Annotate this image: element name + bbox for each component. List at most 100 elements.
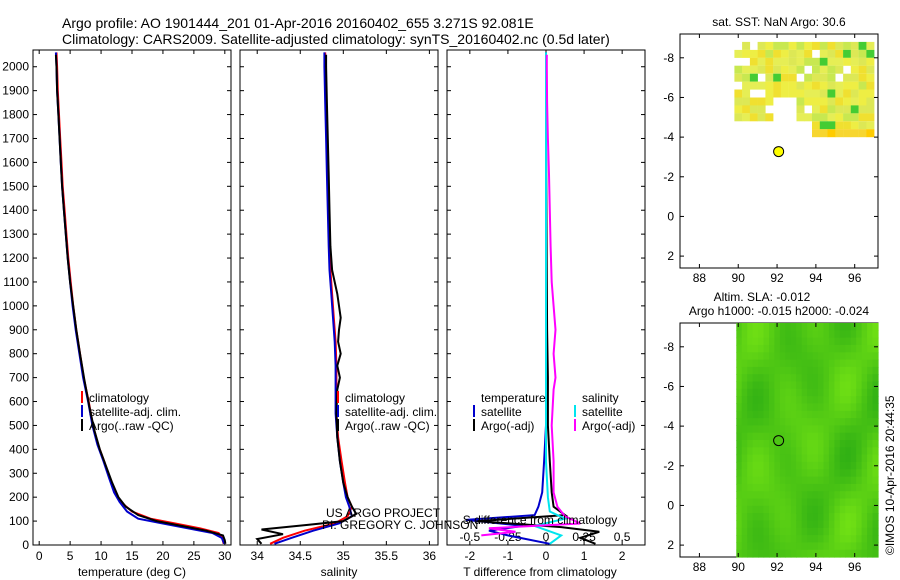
sla-cell — [790, 447, 797, 456]
sla-cell — [872, 520, 879, 529]
sla-cell — [790, 418, 797, 426]
sla-cell — [839, 527, 846, 536]
sla-cell — [845, 330, 852, 339]
sla-cell — [736, 505, 743, 514]
sla-cell — [774, 374, 781, 383]
sst-cell — [773, 73, 782, 82]
sla-cell — [828, 344, 835, 353]
sla-cell — [785, 425, 792, 434]
sla-cell — [872, 403, 879, 412]
sla-cell — [872, 498, 879, 507]
sla-cell — [752, 535, 759, 543]
sla-cell — [790, 527, 797, 536]
sst-cell — [742, 73, 751, 82]
sst-cell — [804, 113, 813, 122]
sla-cell — [758, 498, 765, 507]
sla-cell — [796, 469, 803, 478]
sla-cell — [850, 440, 857, 448]
sst-cell — [812, 57, 820, 66]
sla-cell — [823, 366, 830, 375]
sla-cell — [807, 513, 814, 521]
sla-cell — [812, 542, 819, 551]
project-line-2: PI: GREGORY C. JOHNSON — [322, 518, 478, 532]
sla-cell — [839, 513, 846, 521]
sla-cell — [845, 498, 852, 507]
sla-cell — [823, 388, 830, 397]
sla-cell — [747, 337, 754, 346]
sla-cell — [872, 425, 879, 434]
sla-cell — [856, 454, 863, 463]
map-x-tick-label: 96 — [848, 271, 862, 285]
sst-cell — [796, 89, 805, 98]
sla-cell — [785, 352, 792, 361]
sla-cell — [796, 352, 803, 361]
sla-cell — [807, 440, 814, 448]
sst-cell — [827, 121, 836, 130]
sla-cell — [812, 491, 819, 500]
sla-cell — [828, 432, 835, 441]
sla-cell — [839, 520, 846, 529]
sla-cell — [861, 491, 868, 500]
sla-cell — [769, 432, 776, 441]
sla-cell — [785, 483, 792, 492]
sla-cell — [823, 505, 830, 514]
sla-cell — [812, 403, 819, 412]
sla-cell — [752, 432, 759, 441]
sla-cell — [839, 381, 846, 390]
sla-cell — [834, 447, 841, 456]
sla-cell — [867, 337, 874, 346]
sst-cell — [827, 57, 836, 66]
sla-map-subtitle: Argo h1000: -0.015 h2000: -0.024 — [689, 304, 869, 318]
sla-cell — [763, 520, 770, 529]
sla-cell — [741, 410, 748, 419]
sla-cell — [818, 469, 825, 478]
sst-cell — [866, 121, 875, 130]
sla-cell — [839, 418, 846, 426]
sla-cell — [812, 483, 819, 492]
sla-cell — [736, 337, 743, 346]
sla-cell — [758, 330, 765, 339]
sla-cell — [758, 337, 765, 346]
x-tick-label: 15 — [125, 549, 139, 563]
sst-cell — [843, 41, 852, 50]
sla-cell — [785, 403, 792, 412]
sla-cell — [790, 549, 797, 558]
sla-cell — [736, 396, 743, 404]
sla-cell — [801, 418, 808, 426]
sla-cell — [769, 440, 776, 448]
sla-cell — [769, 374, 776, 383]
sla-cell — [823, 432, 830, 441]
sla-cell — [845, 535, 852, 543]
sla-cell — [769, 403, 776, 412]
sla-cell — [807, 535, 814, 543]
sla-cell — [861, 461, 868, 470]
sla-cell — [741, 535, 748, 543]
sla-cell — [856, 374, 863, 383]
map-y-tick-label: -8 — [663, 51, 674, 65]
sla-cell — [769, 483, 776, 492]
sla-cell — [867, 432, 874, 441]
sla-cell — [774, 491, 781, 500]
sst-cell — [858, 97, 867, 106]
difference-s-xlabel: S difference from climatology — [463, 513, 618, 527]
sla-cell — [861, 520, 868, 529]
sla-cell — [790, 323, 797, 331]
sla-cell — [790, 359, 797, 368]
sla-cell — [769, 549, 776, 558]
sst-cell — [827, 113, 836, 122]
sla-cell — [818, 396, 825, 404]
sla-cell — [812, 527, 819, 536]
sla-cell — [834, 549, 841, 558]
sla-cell — [796, 520, 803, 529]
sla-cell — [785, 447, 792, 456]
x-tick-label: 5 — [67, 549, 74, 563]
sla-cell — [763, 425, 770, 434]
sla-cell — [790, 520, 797, 529]
sla-cell — [801, 483, 808, 492]
sst-cell — [850, 129, 859, 138]
sla-cell — [785, 337, 792, 346]
sla-cell — [818, 491, 825, 500]
series-layer — [54, 52, 600, 545]
sla-cell — [769, 491, 776, 500]
sla-cell — [850, 513, 857, 521]
